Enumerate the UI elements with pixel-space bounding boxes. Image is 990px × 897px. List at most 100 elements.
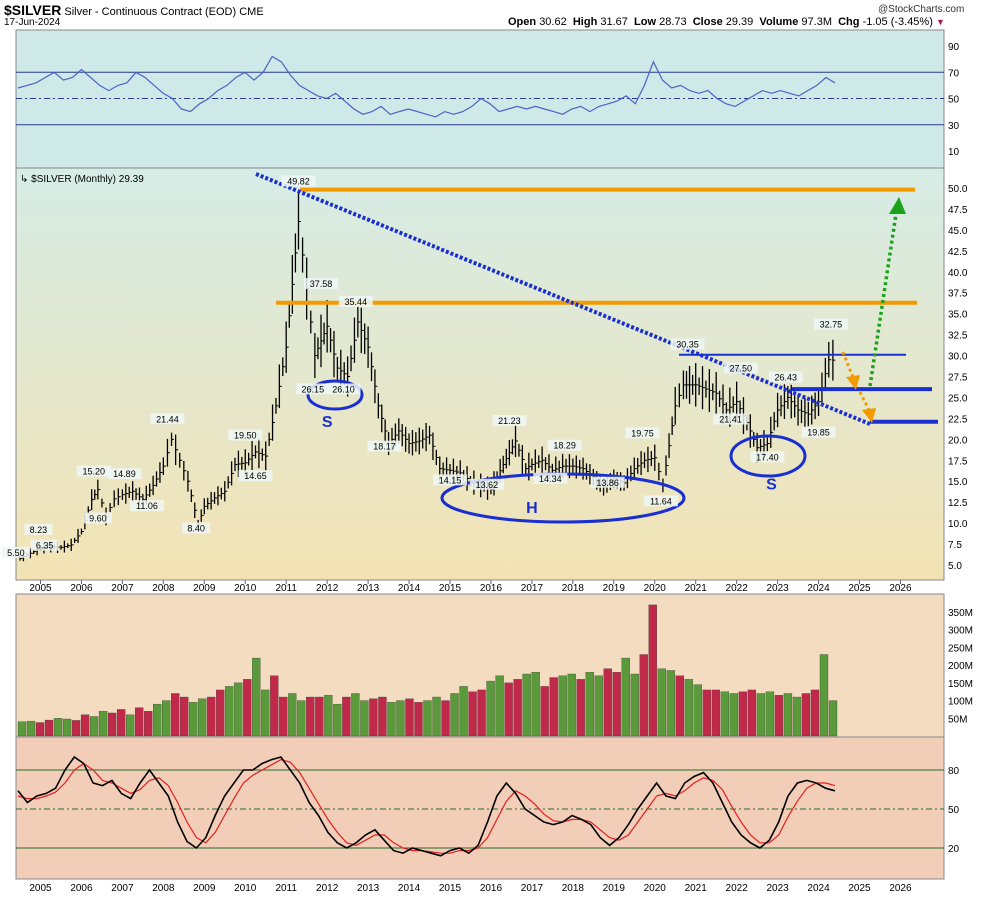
annotation-label: 37.58: [310, 279, 333, 289]
volume-bar: [414, 702, 423, 737]
open-value: 30.62: [539, 16, 567, 28]
annotation-label: 26.43: [775, 372, 798, 382]
orange-arrowhead-1: [846, 375, 860, 390]
annotation-label: 15.20: [82, 467, 105, 477]
symbol-title: $SILVER Silver - Continuous Contract (EO…: [4, 2, 264, 18]
volume-bar: [279, 696, 288, 737]
volume-bar: [261, 689, 270, 737]
price-tick-label: 15.0: [948, 477, 968, 488]
price-legend: ↳ $SILVER (Monthly) 29.39: [20, 174, 144, 185]
annotation-label: 5.50: [7, 548, 25, 558]
volume-bar: [738, 691, 748, 737]
pattern-label: H: [526, 500, 538, 517]
volume-bar: [495, 675, 504, 737]
low-value: 28.73: [659, 16, 687, 28]
annotation-bg: [670, 338, 705, 350]
stoch-tick-label: 20: [948, 844, 960, 855]
annotation-label: 14.89: [113, 469, 136, 479]
annotation-bg: [367, 440, 402, 452]
volume-tick-label: 100M: [948, 697, 973, 708]
annotation-label: 49.82: [287, 177, 310, 187]
price-x-tick: 2009: [193, 583, 216, 594]
volume-bar: [648, 604, 657, 737]
volume-bar: [630, 673, 639, 737]
annotation-label: 18.17: [373, 442, 396, 452]
volume-bar: [468, 691, 477, 737]
annotation-label: 27.50: [729, 364, 752, 374]
volume-bar: [801, 693, 811, 737]
volume-bar: [378, 696, 387, 737]
volume-tick-label: 350M: [948, 608, 973, 619]
stoch-panel: [15, 736, 945, 880]
annotation-bg: [129, 500, 164, 512]
annotation-bg: [281, 175, 316, 187]
rsi-tick-label: 50: [948, 95, 960, 106]
price-x-tick: 2007: [111, 583, 134, 594]
volume-bar: [729, 693, 739, 737]
volume-bar: [585, 672, 594, 737]
volume-bar: [531, 672, 540, 737]
annotation-bg: [723, 362, 758, 374]
volume-bar: [116, 709, 126, 737]
volume-bar: [153, 703, 162, 737]
price-tick-label: 22.5: [948, 414, 968, 425]
annotation-label: 30.35: [676, 340, 699, 350]
price-tick-label: 32.5: [948, 331, 968, 342]
price-x-tick: 2016: [480, 583, 503, 594]
volume-bar: [423, 700, 432, 737]
volume-bar: [477, 689, 486, 737]
annotation-bg: [492, 415, 527, 427]
pattern-label: S: [322, 414, 333, 431]
price-x-tick: 2005: [29, 583, 52, 594]
left-shoulder-ellipse: [306, 379, 364, 411]
volume-bar: [603, 668, 612, 737]
volume-bar: [162, 700, 171, 737]
annotation-label: 11.64: [650, 496, 672, 506]
price-panel: [15, 167, 945, 581]
volume-bar: [243, 679, 252, 737]
price-tick-label: 12.5: [948, 498, 968, 509]
price-tick-label: 5.0: [948, 561, 962, 572]
annotation-bg: [590, 476, 625, 488]
down-triangle-icon: ▼: [935, 17, 945, 27]
volume-bar: [216, 689, 225, 737]
volume-bar: [576, 679, 585, 737]
volume-bar: [504, 682, 513, 737]
volume-bar: [207, 696, 216, 737]
annotation-bg: [813, 318, 848, 330]
volume-bar: [369, 698, 378, 737]
annotation-label: 13.86: [596, 478, 619, 488]
rsi-tick-label: 10: [948, 147, 960, 158]
right-shoulder-ellipse: [729, 434, 807, 478]
volume-bar: [522, 673, 531, 737]
volume-bar: [513, 679, 522, 737]
annotation-label: 32.75: [820, 320, 843, 330]
annotation-bg: [150, 413, 185, 425]
annotation-label: 6.35: [36, 541, 54, 551]
price-x-tick: 2013: [357, 583, 380, 594]
rsi-tick-label: 30: [948, 121, 960, 132]
volume-tick-label: 200M: [948, 661, 973, 672]
price-tick-label: 25.0: [948, 393, 968, 404]
annotation-label: 14.65: [244, 471, 267, 481]
annotation-label: 19.75: [631, 428, 654, 438]
annotation-bg: [625, 427, 660, 439]
volume-bar: [53, 718, 63, 737]
annotation-bg: [83, 512, 112, 524]
volume-tick-label: 250M: [948, 643, 973, 654]
volume-bar: [612, 672, 621, 737]
volume-bar: [351, 693, 360, 737]
annotation-label: 9.60: [89, 513, 107, 523]
annotation-label: 14.15: [439, 475, 462, 485]
price-tick-label: 27.5: [948, 373, 968, 384]
price-tick-label: 40.0: [948, 268, 968, 279]
annotation-bg: [295, 383, 330, 395]
bottom-x-tick: 2012: [316, 883, 339, 894]
bottom-x-tick: 2025: [848, 883, 871, 894]
volume-bar: [134, 707, 144, 737]
high-value: 31.67: [600, 16, 628, 28]
annotation-label: 26.15: [302, 384, 325, 394]
volume-bar: [360, 700, 369, 737]
price-tick-label: 37.5: [948, 289, 968, 300]
volume-bar: [450, 693, 459, 737]
